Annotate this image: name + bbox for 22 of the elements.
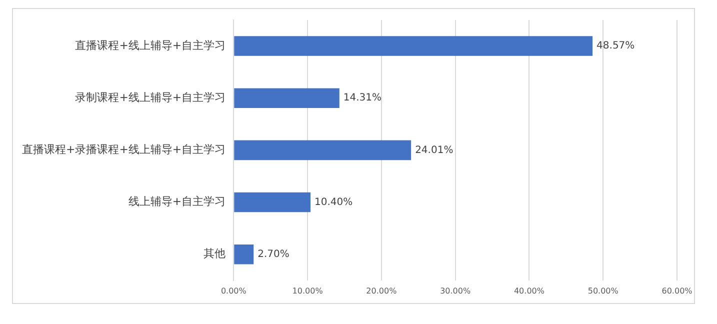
x-tick-label: 40.00% bbox=[514, 286, 545, 296]
bar bbox=[234, 140, 412, 160]
x-tick-label: 0.00% bbox=[220, 286, 247, 296]
x-tick-label: 10.00% bbox=[292, 286, 324, 296]
y-tick-label: 录制课程+线上辅导+自主学习 bbox=[75, 90, 226, 104]
bar bbox=[234, 192, 310, 212]
bar bbox=[234, 244, 254, 264]
y-tick-label: 线上辅导+自主学习 bbox=[128, 195, 226, 208]
y-tick-label: 直播课程+录播课程+线上辅导+自主学习 bbox=[22, 143, 226, 156]
data-label: 48.57% bbox=[596, 40, 635, 52]
data-label: 14.31% bbox=[343, 92, 382, 104]
data-label: 10.40% bbox=[314, 196, 353, 208]
x-tick-label: 20.00% bbox=[366, 286, 398, 296]
x-tick-label: 60.00% bbox=[662, 286, 693, 296]
y-tick-label: 直播课程+线上辅导+自主学习 bbox=[75, 38, 226, 52]
y-tick-label: 其他 bbox=[204, 247, 226, 260]
data-label: 2.70% bbox=[258, 248, 290, 260]
bar bbox=[234, 88, 340, 108]
x-tick-label: 30.00% bbox=[440, 286, 471, 296]
bar bbox=[234, 36, 593, 56]
x-tick-label: 50.00% bbox=[588, 286, 619, 296]
data-label: 24.01% bbox=[415, 144, 454, 156]
